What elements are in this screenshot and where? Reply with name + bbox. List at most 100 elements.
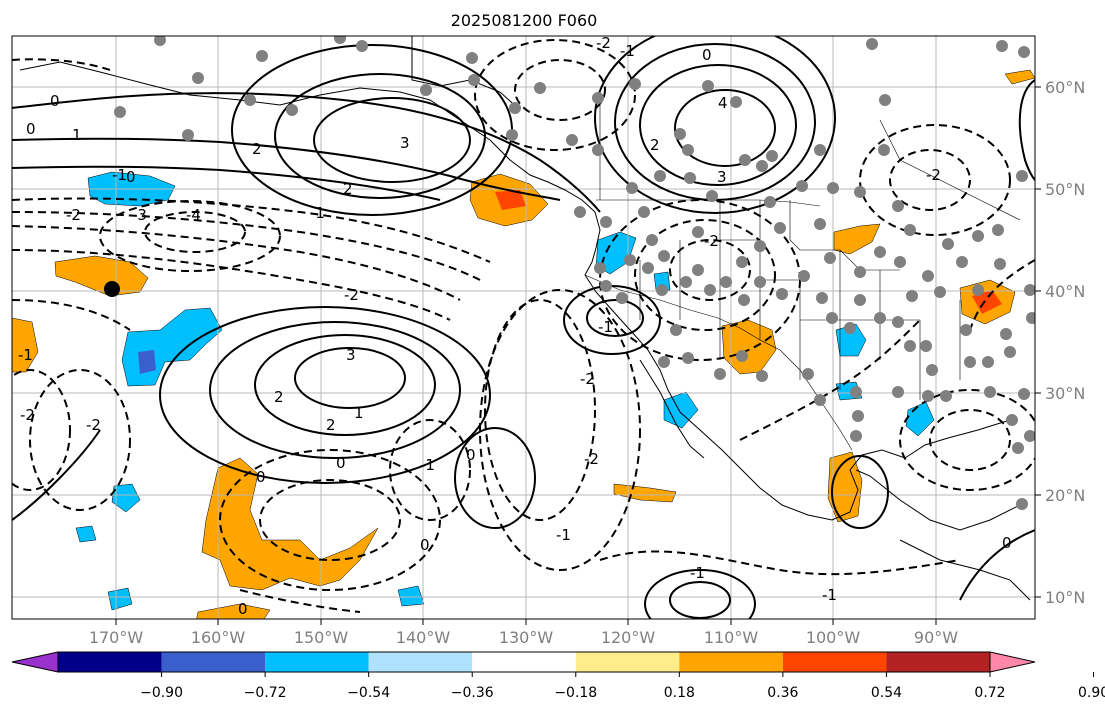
colorbar-swatch xyxy=(472,652,576,672)
colorbar-tick-label: −0.36 xyxy=(451,685,494,701)
anomaly-orange xyxy=(196,603,271,619)
station-marker xyxy=(680,276,692,288)
station-marker xyxy=(982,356,994,368)
station-marker xyxy=(926,364,938,376)
station-marker xyxy=(682,144,694,156)
station-marker xyxy=(286,104,298,116)
contour-label: -2 xyxy=(344,286,359,304)
contour-label: 0 xyxy=(420,536,430,554)
station-marker xyxy=(814,218,826,230)
station-marker xyxy=(682,352,694,364)
latitude-label: 20°N xyxy=(1045,486,1085,505)
station-marker xyxy=(1016,170,1028,182)
station-marker xyxy=(1006,414,1018,426)
latitude-label: 40°N xyxy=(1045,282,1085,301)
contour-label: 2 xyxy=(343,180,353,198)
station-marker xyxy=(964,356,976,368)
station-marker xyxy=(192,72,204,84)
station-marker xyxy=(534,82,546,94)
station-marker xyxy=(984,386,996,398)
station-marker xyxy=(1024,430,1035,442)
station-marker xyxy=(642,262,654,274)
station-marker xyxy=(616,292,628,304)
longitude-label: 120°W xyxy=(601,628,656,647)
station-marker xyxy=(854,266,866,278)
station-marker xyxy=(756,370,768,382)
station-marker xyxy=(934,286,946,298)
longitude-label: 100°W xyxy=(806,628,861,647)
contour-label: -1 xyxy=(690,564,705,582)
station-marker xyxy=(154,36,166,46)
station-marker xyxy=(1026,312,1035,324)
map-area: 0 0 1 2 3 2 -1 -2 -3 -4 3 -2 2 -1 0 -2 0… xyxy=(12,34,1035,619)
highlight-marker xyxy=(104,281,120,297)
station-marker xyxy=(892,200,904,212)
station-marker xyxy=(566,134,578,146)
station-marker xyxy=(646,234,658,246)
station-marker xyxy=(692,264,704,276)
station-marker xyxy=(466,52,478,64)
contour-label: 0 xyxy=(26,120,36,138)
station-marker xyxy=(824,252,836,264)
station-marker xyxy=(878,144,890,156)
contour-label: -2 xyxy=(596,34,611,52)
station-marker xyxy=(874,312,886,324)
latitude-labels: 60°N 50°N 40°N 30°N 20°N 10°N xyxy=(1035,78,1085,607)
longitude-label: 150°W xyxy=(294,628,349,647)
contour-label: -1 xyxy=(620,42,635,60)
station-marker xyxy=(244,94,256,106)
anomaly-blue xyxy=(75,525,97,543)
station-marker xyxy=(684,172,696,184)
colorbar-tick-label: 0.18 xyxy=(664,685,695,701)
anomaly-darkblue xyxy=(138,350,156,374)
station-marker xyxy=(629,78,641,90)
longitude-label: 110°W xyxy=(704,628,759,647)
anomaly-blue xyxy=(905,401,935,437)
station-marker xyxy=(574,206,586,218)
station-marker xyxy=(996,40,1008,52)
station-marker xyxy=(334,36,346,44)
station-marker xyxy=(764,196,776,208)
station-marker xyxy=(624,254,636,266)
colorbar-tick-label: 0.90 xyxy=(1078,685,1105,701)
contour-label: -2 xyxy=(704,232,719,250)
colorbar-extend-high xyxy=(989,651,1036,673)
colorbar: −0.90 −0.72 −0.54 −0.36 −0.18 0.18 0.36 0.54 0.7… xyxy=(11,651,1105,701)
colorbar-tick-label: −0.18 xyxy=(554,685,597,701)
latitude-label: 30°N xyxy=(1045,384,1085,403)
station-marker xyxy=(892,386,904,398)
contour-label: -2 xyxy=(20,406,35,424)
station-marker xyxy=(814,394,826,406)
station-marker xyxy=(904,340,916,352)
station-marker xyxy=(922,390,934,402)
station-marker xyxy=(844,322,856,334)
station-marker xyxy=(658,356,670,368)
anomaly-blue xyxy=(111,483,141,513)
station-marker xyxy=(816,292,828,304)
contour-label: 0 xyxy=(466,446,476,464)
colorbar-swatch xyxy=(58,652,162,672)
station-marker xyxy=(956,256,968,268)
station-marker xyxy=(850,430,862,442)
contour-label: -2 xyxy=(86,416,101,434)
station-marker xyxy=(714,368,726,380)
station-marker xyxy=(1024,284,1035,296)
station-marker xyxy=(1000,328,1012,340)
station-marker xyxy=(658,250,670,262)
station-marker xyxy=(356,40,368,52)
station-marker xyxy=(776,288,788,300)
longitude-label: 130°W xyxy=(499,628,554,647)
station-marker xyxy=(920,340,932,352)
station-marker xyxy=(656,284,668,296)
station-marker xyxy=(826,312,838,324)
station-marker xyxy=(692,226,704,238)
station-marker xyxy=(892,316,904,328)
colorbar-tick-label: −0.72 xyxy=(244,685,287,701)
station-marker xyxy=(796,180,808,192)
station-marker xyxy=(854,186,866,198)
station-marker xyxy=(738,294,750,306)
contour-label: 3 xyxy=(400,134,410,152)
station-marker xyxy=(874,246,886,258)
contour-label: 1 xyxy=(354,404,364,422)
station-marker xyxy=(852,410,864,422)
